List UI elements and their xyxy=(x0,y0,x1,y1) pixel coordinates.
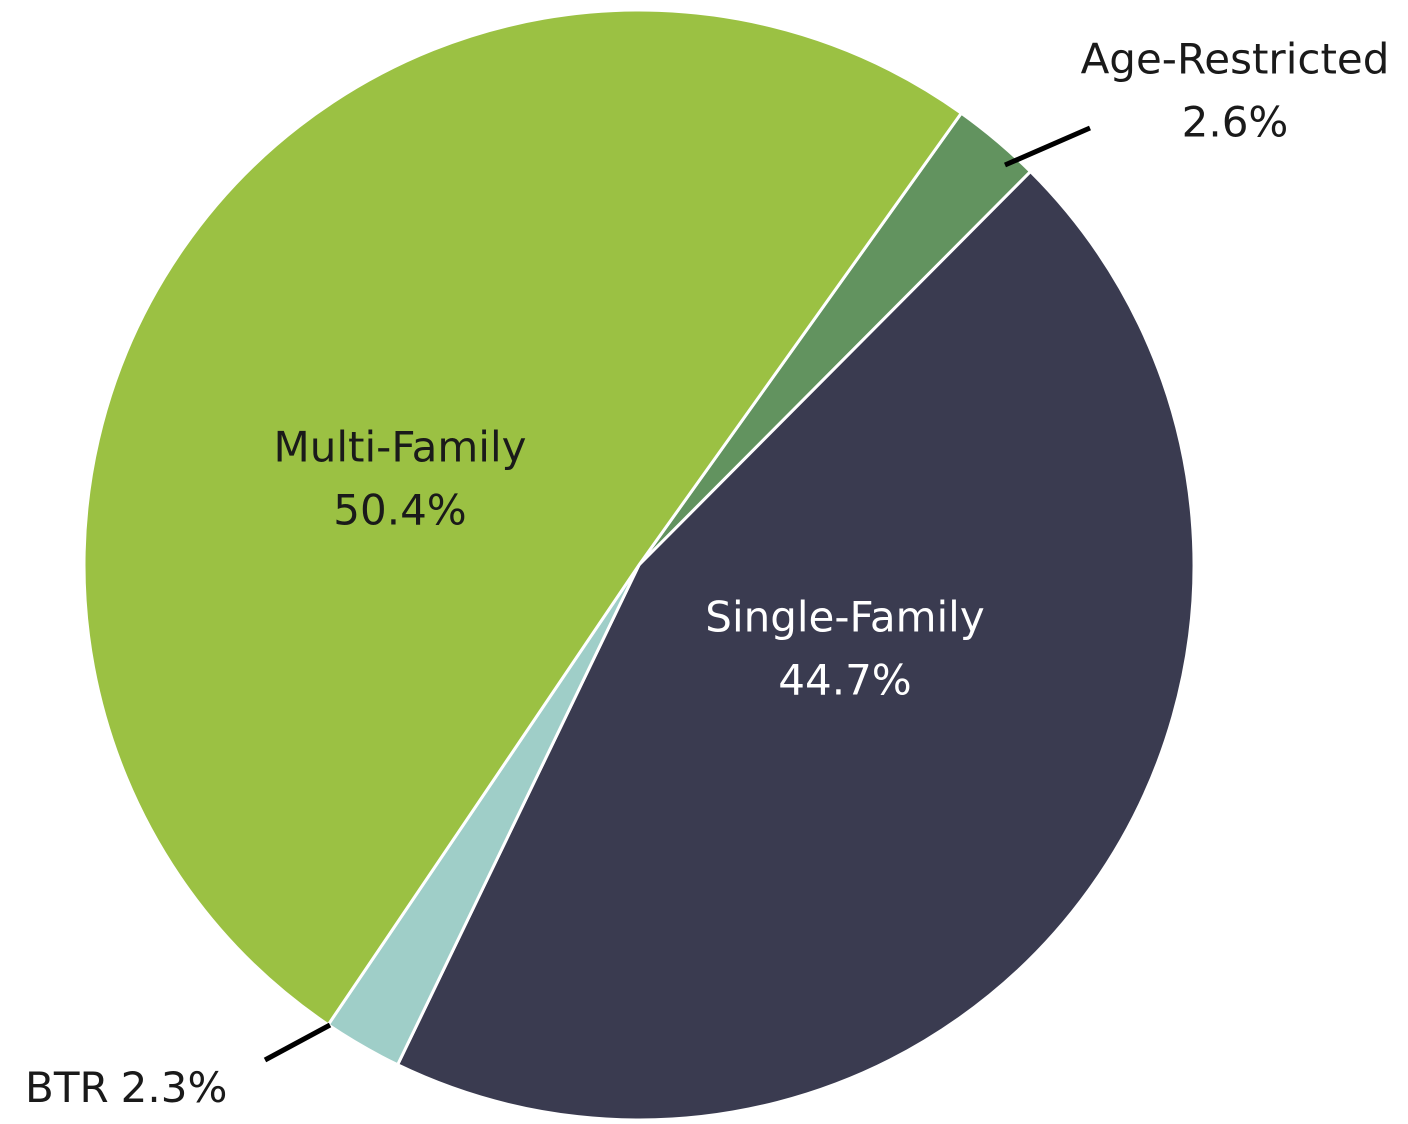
slice-label: BTR xyxy=(25,1063,109,1112)
value-label: 50.4% xyxy=(333,486,466,535)
pie-slice xyxy=(395,169,1196,1122)
value-label: 2.3% xyxy=(121,1063,228,1112)
value-label: 2.6% xyxy=(1182,98,1289,147)
pie-slice xyxy=(82,8,964,1027)
leader-line xyxy=(263,1022,332,1063)
slice-label: Multi-Family xyxy=(274,423,527,472)
slice-label: Single-Family xyxy=(705,593,984,642)
value-label: 44.7% xyxy=(778,656,911,705)
leader-line xyxy=(1004,125,1091,168)
slice-label-group: BTR 2.3% xyxy=(25,1063,227,1112)
slice-label: Age-Restricted xyxy=(1081,35,1390,84)
